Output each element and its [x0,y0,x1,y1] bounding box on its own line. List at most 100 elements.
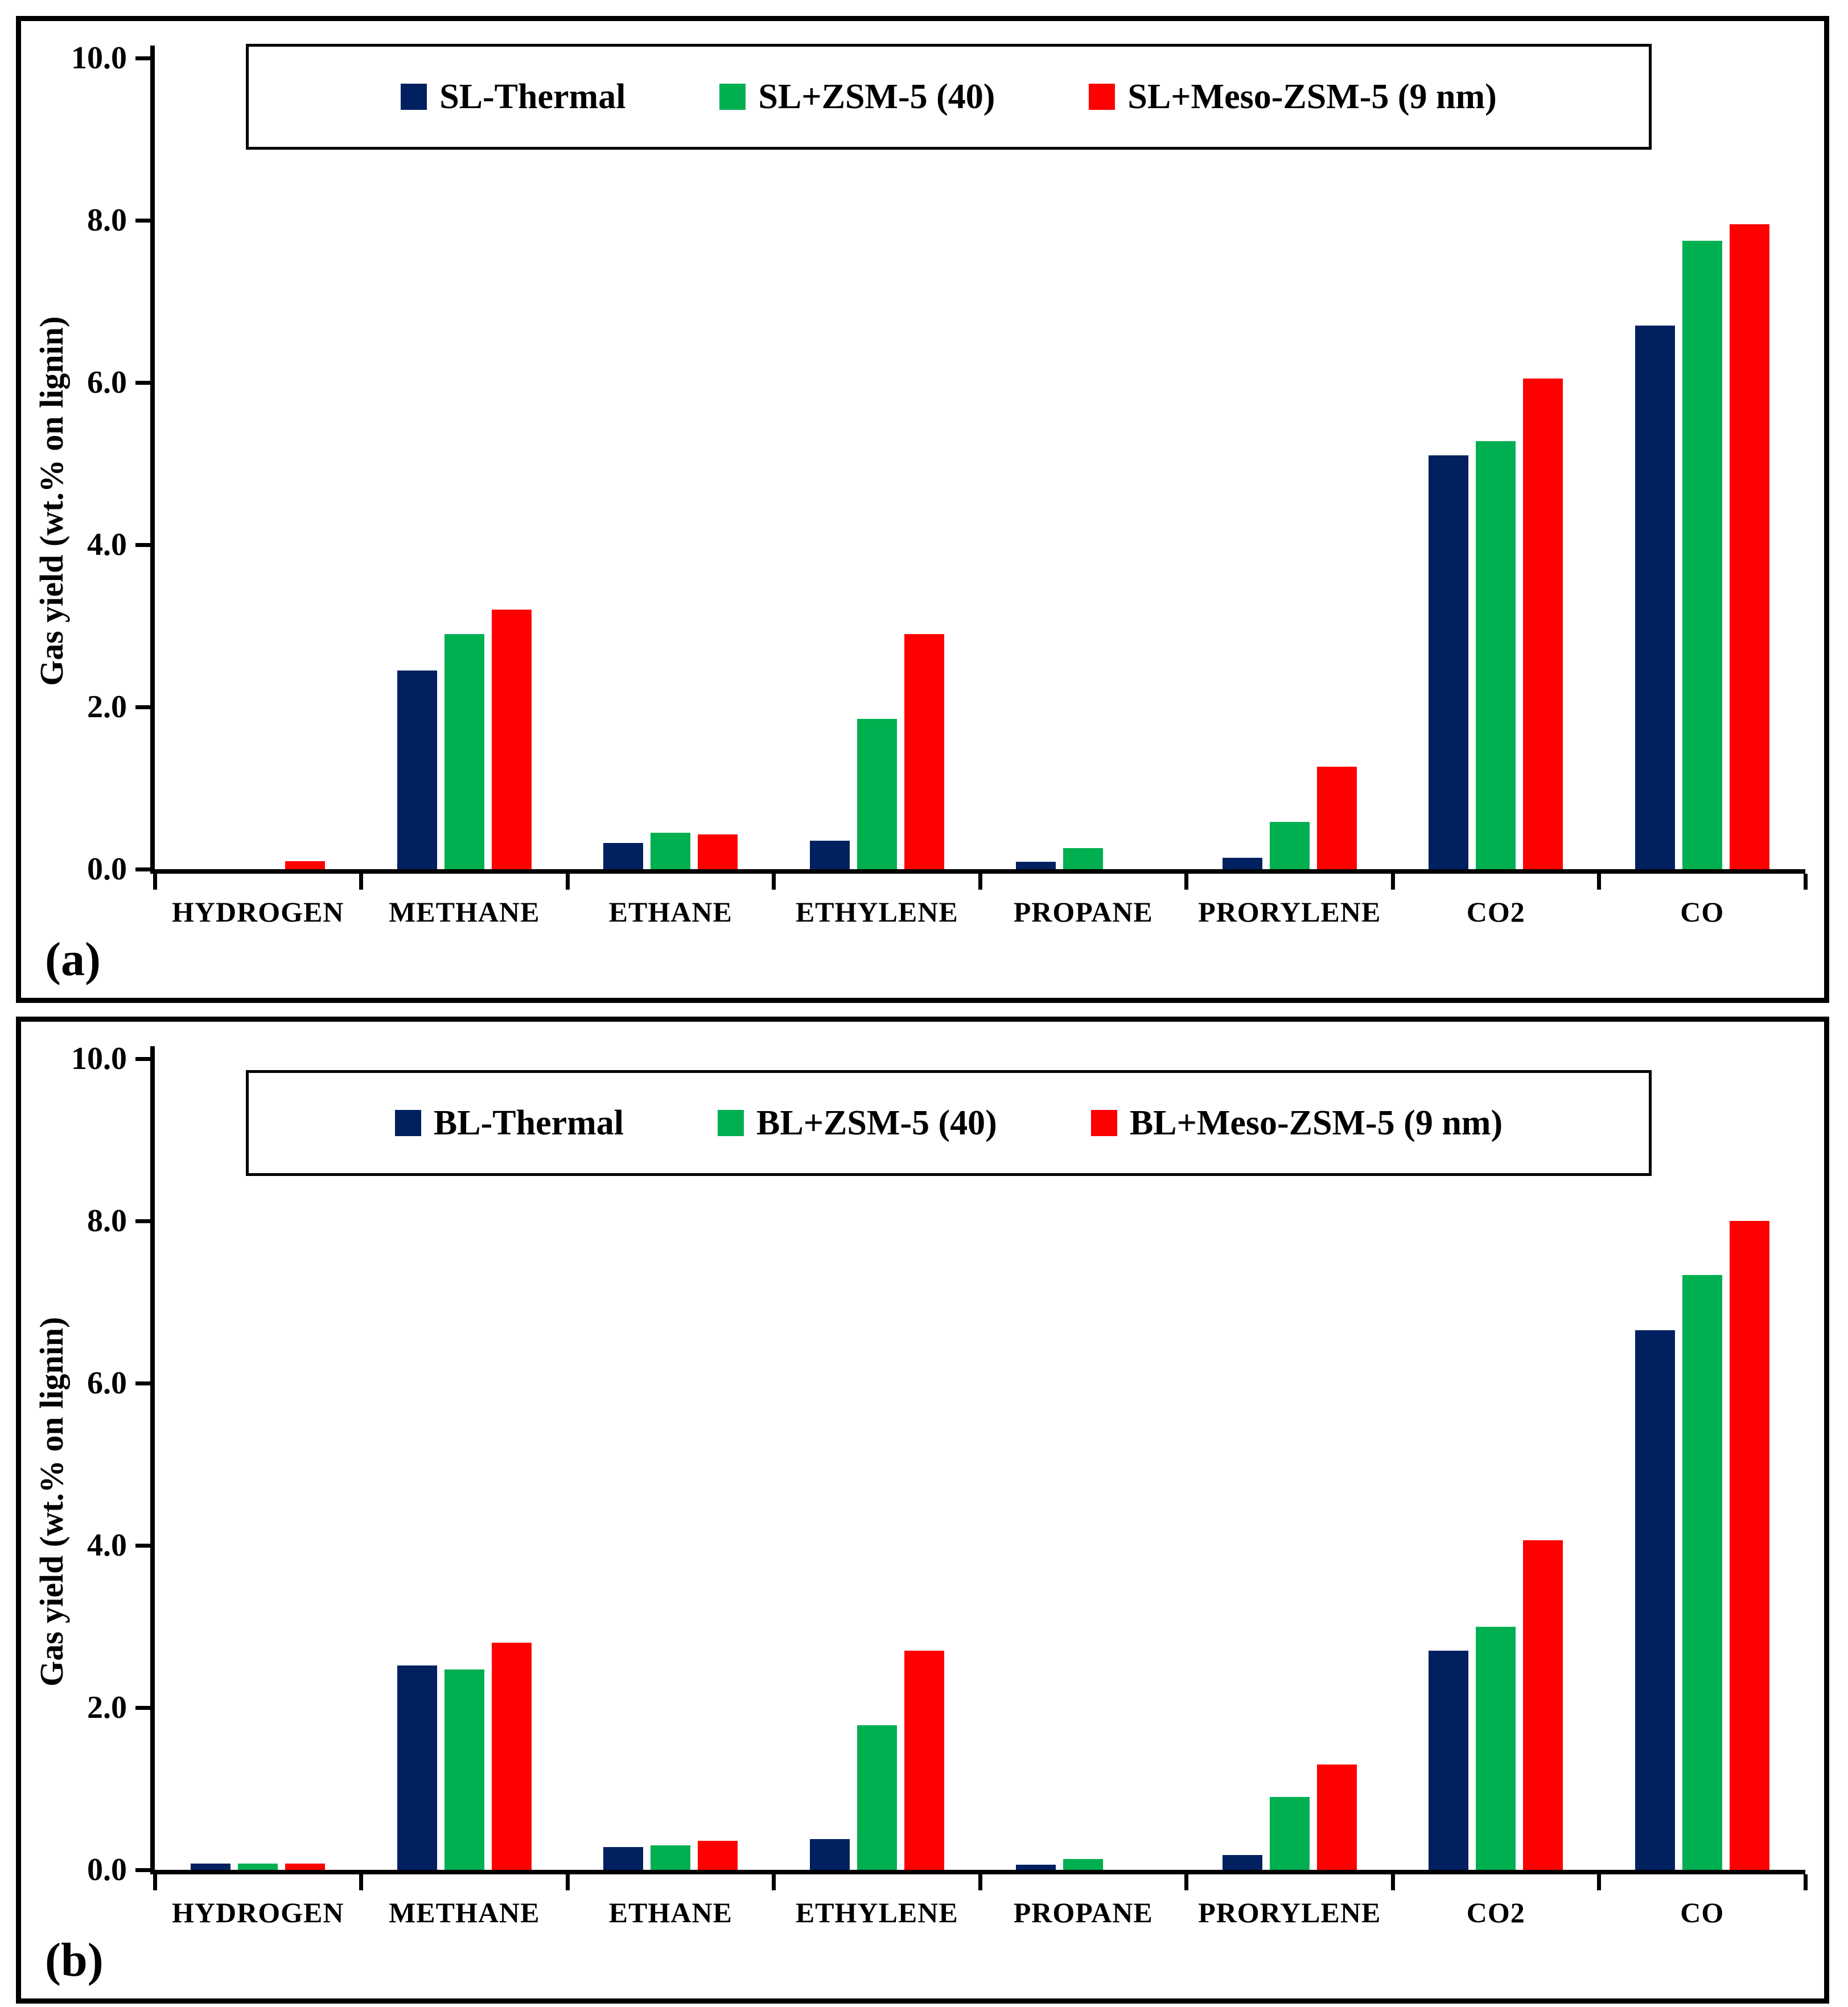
y-tick-mark [135,1057,150,1061]
x-tick-mark [1390,874,1395,890]
legend-label: SL+Meso-ZSM-5 (9 nm) [1127,77,1497,116]
bar-co-series1 [1635,326,1675,869]
bar-co2-series1 [1429,455,1469,869]
y-tick-mark [135,1544,150,1548]
x-tick-mark [565,874,570,890]
category-label-ethane: ETHANE [608,896,732,928]
y-tick-mark [135,867,150,871]
x-axis [150,869,1805,874]
panel-letter: (b) [45,1934,104,1987]
bar-co-series3 [1729,224,1769,869]
legend-item-3: BL+Meso-ZSM-5 (9 nm) [1090,1103,1503,1144]
y-axis [150,1046,155,1874]
bar-prorylene-series2 [1269,822,1310,869]
y-tick-mark [135,1381,150,1385]
bar-ethane-series3 [698,1840,738,1870]
x-tick-mark [153,1874,157,1890]
bar-propane-series2 [1063,848,1104,869]
legend-item-2: BL+ZSM-5 (40) [717,1103,997,1144]
x-tick-mark [1184,874,1188,890]
x-tick-mark [1390,1874,1395,1890]
bar-ethane-series1 [603,843,644,869]
y-axis-title: Gas yield (wt.% on lignin) [33,316,70,686]
bar-ethylene-series1 [809,841,850,869]
category-label-ethane: ETHANE [608,1897,732,1928]
y-tick-mark [135,381,150,385]
category-label-ethylene: ETHYLENE [795,896,958,928]
legend-label: BL+ZSM-5 (40) [756,1103,997,1142]
bar-prorylene-series3 [1316,767,1357,869]
y-tick-label: 6.0 [87,1366,127,1401]
bar-hydrogen-series2 [238,1863,278,1870]
x-tick-mark [1597,1874,1601,1890]
bar-methane-series1 [397,1665,437,1870]
bar-co-series2 [1682,1275,1722,1870]
y-tick-mark [135,56,150,60]
legend-item-2: SL+ZSM-5 (40) [719,77,995,117]
legend-swatch-icon [1089,84,1116,110]
bar-co-series1 [1635,1330,1675,1870]
x-tick-mark [772,1874,776,1890]
category-label-hydrogen: HYDROGEN [172,896,344,928]
category-label-prorylene: PRORYLENE [1198,896,1381,928]
category-label-co2: CO2 [1466,1897,1525,1928]
y-axis [150,46,155,874]
y-tick-label: 8.0 [87,1203,127,1239]
bar-prorylene-series1 [1222,858,1262,869]
bar-co2-series1 [1429,1651,1469,1870]
x-tick-mark [978,874,982,890]
y-tick-label: 2.0 [87,689,127,725]
x-tick-mark [1803,1874,1808,1890]
legend-label: BL-Thermal [433,1103,624,1142]
bar-hydrogen-series3 [285,861,326,869]
y-tick-label: 0.0 [87,1852,127,1887]
bar-co-series2 [1682,240,1722,869]
x-tick-mark [978,1874,982,1890]
bar-ethylene-series3 [904,634,944,869]
x-tick-mark [1803,874,1808,890]
y-tick-mark [135,705,150,709]
bar-ethane-series3 [698,834,738,869]
bar-co2-series2 [1476,1626,1516,1870]
panel-a: SL-Thermal SL+ZSM-5 (40) SL+Meso-ZSM-5 (9 … [16,16,1829,1003]
bar-prorylene-series1 [1222,1855,1262,1870]
legend-swatch-icon [717,1110,744,1136]
category-label-methane: METHANE [389,1897,540,1928]
y-tick-label: 6.0 [87,365,127,400]
plot-area [155,1059,1805,1870]
y-tick-label: 2.0 [87,1690,127,1725]
y-tick-label: 10.0 [71,40,127,76]
legend-item-1: SL-Thermal [401,77,625,117]
bar-ethane-series2 [651,832,691,869]
x-tick-mark [1597,874,1601,890]
x-tick-mark [359,1874,363,1890]
bar-ethane-series2 [651,1845,691,1870]
category-label-co: CO [1680,896,1724,928]
legend: SL-Thermal SL+ZSM-5 (40) SL+Meso-ZSM-5 (9 … [246,44,1652,150]
legend-label: SL+ZSM-5 (40) [758,77,995,116]
bar-propane-series1 [1016,1865,1056,1870]
y-tick-label: 10.0 [71,1041,127,1076]
bar-ethylene-series3 [904,1651,944,1870]
bar-propane-series1 [1016,862,1056,869]
y-tick-label: 4.0 [87,1528,127,1563]
y-tick-mark [135,1219,150,1223]
bar-ethylene-series2 [857,1725,897,1870]
y-tick-mark [135,1706,150,1710]
x-tick-mark [359,874,363,890]
bar-ethylene-series1 [809,1839,850,1870]
x-tick-mark [772,874,776,890]
legend-swatch-icon [401,84,427,110]
bar-co2-series3 [1523,378,1563,869]
x-axis [150,1870,1805,1874]
panel-b: BL-Thermal BL+ZSM-5 (40) BL+Meso-ZSM-5 (9 … [16,1017,1829,2004]
bar-methane-series2 [444,1669,484,1870]
x-tick-mark [1184,1874,1188,1890]
bar-methane-series3 [491,1643,532,1870]
x-tick-mark [565,1874,570,1890]
bar-hydrogen-series1 [191,1863,231,1870]
y-tick-mark [135,219,150,223]
category-label-propane: PROPANE [1013,1897,1153,1928]
category-label-co: CO [1680,1897,1724,1928]
legend-swatch-icon [719,84,746,110]
